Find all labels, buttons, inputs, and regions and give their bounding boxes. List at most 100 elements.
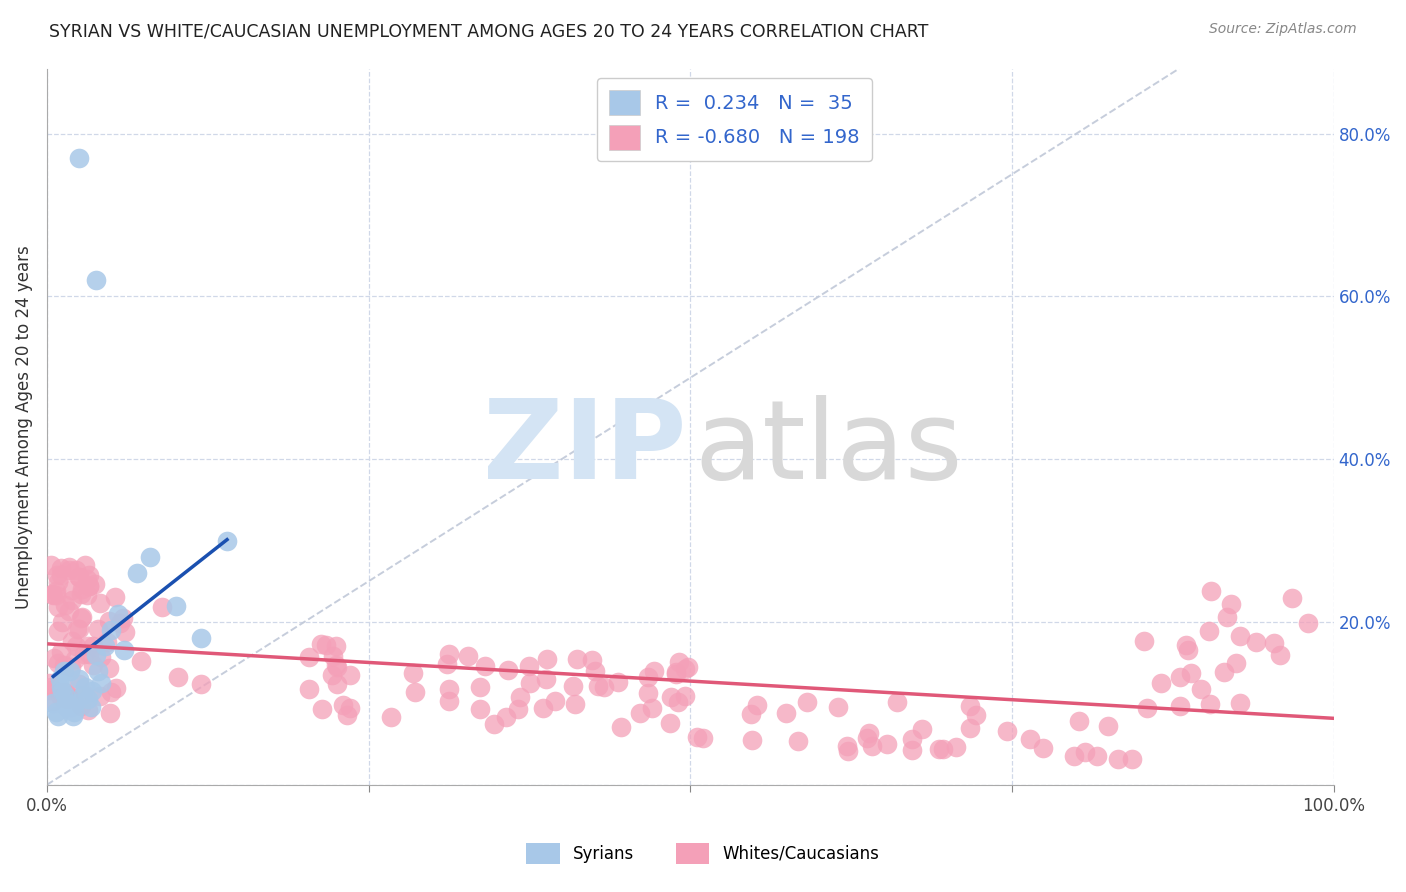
Point: [84, 648, 107, 662]
Point: [79, 579, 101, 593]
Point: [90, 650, 112, 665]
Point: [901, 732, 924, 747]
Point: [1281, 591, 1303, 605]
Point: [536, 652, 558, 666]
Point: [1032, 740, 1054, 755]
Point: [70, 582, 93, 596]
Point: [52, 685, 75, 699]
Point: [339, 700, 361, 714]
Point: [125, 566, 148, 581]
Text: SYRIAN VS WHITE/CAUCASIAN UNEMPLOYMENT AMONG AGES 20 TO 24 YEARS CORRELATION CHA: SYRIAN VS WHITE/CAUCASIAN UNEMPLOYMENT A…: [49, 22, 928, 40]
Point: [79, 568, 101, 582]
Point: [76, 588, 98, 602]
Point: [63, 705, 86, 719]
Point: [77, 692, 100, 706]
Point: [65, 652, 87, 666]
Point: [46, 624, 69, 639]
Legend: Syrians, Whites/Caucasians: Syrians, Whites/Caucasians: [520, 837, 886, 871]
Point: [73, 558, 96, 573]
Point: [190, 632, 212, 646]
Point: [111, 610, 134, 624]
Point: [959, 721, 981, 735]
Point: [796, 695, 818, 709]
Point: [628, 706, 651, 721]
Point: [104, 590, 127, 604]
Point: [42, 697, 65, 711]
Point: [39, 680, 62, 694]
Point: [665, 666, 688, 681]
Point: [72, 688, 94, 702]
Point: [48, 685, 70, 699]
Point: [1149, 675, 1171, 690]
Point: [114, 625, 136, 640]
Point: [53, 598, 76, 612]
Point: [965, 707, 987, 722]
Point: [686, 731, 709, 745]
Point: [519, 659, 541, 673]
Point: [876, 737, 898, 751]
Point: [583, 664, 606, 678]
Point: [1199, 584, 1222, 599]
Point: [79, 648, 101, 662]
Point: [190, 677, 212, 691]
Point: [139, 549, 162, 564]
Point: [65, 639, 87, 653]
Point: [39, 558, 62, 572]
Point: [46, 574, 69, 589]
Point: [1136, 701, 1159, 715]
Point: [436, 657, 458, 671]
Point: [108, 615, 131, 630]
Point: [58, 563, 80, 577]
Point: [928, 741, 950, 756]
Point: [38, 675, 60, 690]
Point: [87, 622, 110, 636]
Point: [48, 656, 70, 670]
Point: [76, 572, 98, 586]
Point: [457, 649, 479, 664]
Point: [67, 672, 90, 686]
Point: [48, 708, 70, 723]
Point: [107, 607, 129, 621]
Point: [676, 659, 699, 673]
Point: [325, 657, 347, 672]
Point: [51, 644, 73, 658]
Point: [1198, 624, 1220, 639]
Text: ZIP: ZIP: [484, 394, 686, 501]
Point: [995, 724, 1018, 739]
Point: [167, 670, 190, 684]
Point: [607, 675, 630, 690]
Point: [1198, 697, 1220, 711]
Point: [1244, 635, 1267, 649]
Point: [53, 688, 76, 702]
Point: [586, 679, 609, 693]
Point: [67, 570, 90, 584]
Point: [1097, 718, 1119, 732]
Point: [59, 664, 82, 678]
Legend: R =  0.234   N =  35, R = -0.680   N = 198: R = 0.234 N = 35, R = -0.680 N = 198: [598, 78, 872, 161]
Point: [380, 709, 402, 723]
Point: [1225, 657, 1247, 671]
Point: [506, 702, 529, 716]
Point: [1019, 732, 1042, 747]
Point: [1189, 681, 1212, 696]
Point: [468, 680, 491, 694]
Point: [55, 697, 77, 711]
Point: [1168, 699, 1191, 714]
Point: [740, 706, 762, 721]
Point: [741, 733, 763, 747]
Point: [49, 672, 72, 686]
Point: [51, 684, 73, 698]
Point: [673, 662, 696, 676]
Point: [1121, 751, 1143, 765]
Point: [581, 653, 603, 667]
Point: [1168, 670, 1191, 684]
Point: [49, 689, 72, 703]
Point: [932, 741, 955, 756]
Point: [692, 731, 714, 746]
Point: [100, 684, 122, 698]
Point: [531, 701, 554, 715]
Point: [775, 706, 797, 720]
Point: [339, 668, 361, 682]
Point: [1263, 636, 1285, 650]
Point: [112, 643, 135, 657]
